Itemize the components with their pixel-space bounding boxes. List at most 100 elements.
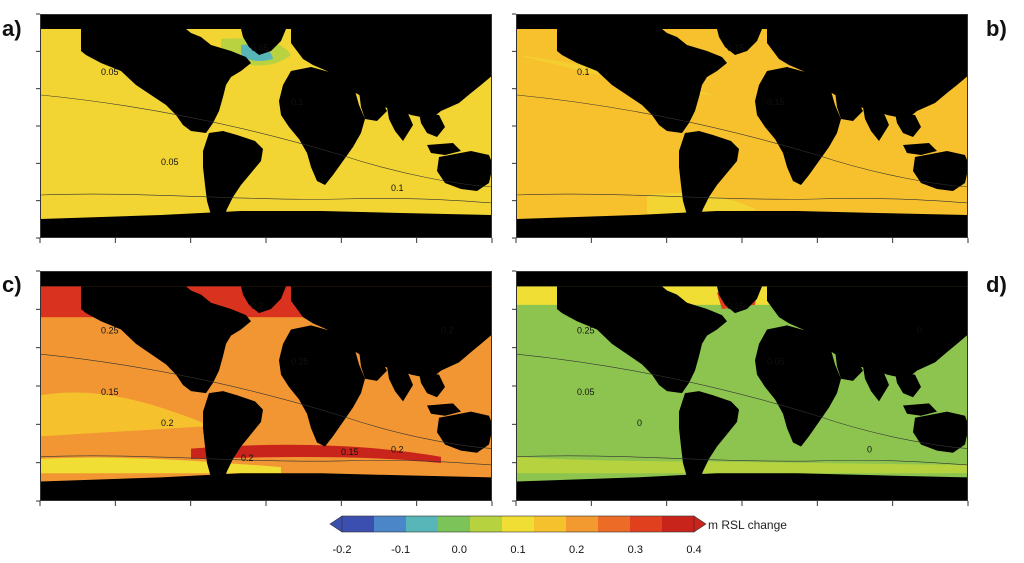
- colorbar-swatch: [438, 516, 471, 532]
- land-arctic: [517, 272, 967, 287]
- contour-label: 0.15: [767, 97, 785, 107]
- contour-label: 0.25: [291, 356, 308, 366]
- field-contour-region: [41, 392, 211, 437]
- land-arabia: [835, 91, 863, 121]
- contour-label: 0: [637, 418, 642, 428]
- land-antarctica: [517, 211, 967, 237]
- land-africa: [755, 325, 841, 447]
- contour-line: [517, 455, 967, 466]
- land-northAmerica: [81, 29, 251, 133]
- land-eurasia: [291, 29, 491, 119]
- contour-label: 0.2: [251, 301, 264, 311]
- colorbar-tick-label: -0.1: [391, 544, 411, 556]
- contour-label: 0.15: [341, 447, 358, 457]
- land-india: [863, 107, 889, 141]
- land-seAsia: [419, 372, 445, 398]
- land-antarctica: [41, 211, 491, 237]
- land-australia: [913, 411, 967, 453]
- colorbar-tick-label: 0.3: [627, 544, 643, 556]
- land-greenland: [241, 286, 286, 314]
- colorbar-swatch: [342, 516, 375, 532]
- contour-line: [517, 353, 967, 449]
- contour-label: 0.1: [391, 183, 404, 193]
- contour-label: 0.2: [161, 418, 174, 428]
- land-india: [387, 366, 413, 402]
- colorbar-tick-label: 0.1: [510, 544, 526, 556]
- land-africa: [755, 67, 841, 185]
- land-arabia: [835, 350, 863, 381]
- land-arabia: [359, 350, 387, 381]
- land-greenland: [241, 29, 286, 55]
- colorbar-swatch: [566, 516, 599, 532]
- contour-label: 0.2: [441, 326, 454, 336]
- map-panel-c: 0.25 0.2 0.25 0.2 0.2 0.2 0.15 0.15 0.2: [40, 271, 492, 501]
- land-indonesia: [903, 403, 937, 416]
- colorbar-swatch: [502, 516, 535, 532]
- land-greenland: [717, 29, 762, 55]
- land-india: [863, 366, 889, 402]
- land-eurasia: [767, 29, 967, 119]
- land-southAmerica: [203, 131, 263, 225]
- contour-label: 0.05: [577, 387, 594, 397]
- colorbar-arrow-right: [693, 515, 707, 533]
- contour-line: [41, 353, 491, 449]
- land-southAmerica: [203, 391, 263, 488]
- land-seAsia: [895, 113, 921, 137]
- land-antarctica: [41, 473, 491, 500]
- field-contour-region: [517, 456, 967, 474]
- colorbar-swatch: [598, 516, 631, 532]
- colorbar-swatch: [662, 516, 695, 532]
- contour-label: 0.25: [577, 326, 594, 336]
- contour-label: 0.15: [727, 43, 745, 53]
- colorbar-swatch: [534, 516, 567, 532]
- land-southAmerica: [679, 391, 739, 488]
- field-contour-region: [191, 444, 441, 463]
- contour-label: 0.05: [251, 43, 269, 53]
- contour-label: 0: [867, 445, 872, 455]
- land-northAmerica: [81, 286, 251, 394]
- contour-label: 0.05: [767, 356, 784, 366]
- contour-label: 0.1: [291, 97, 304, 107]
- land-northAmerica: [557, 29, 727, 133]
- land-australia: [437, 411, 491, 453]
- land-seAsia: [419, 113, 445, 137]
- land-seAsia: [895, 372, 921, 398]
- land-australia: [913, 151, 967, 191]
- map-panel-a: 0.05 0.05 0.1 0.05 0.1: [40, 14, 492, 238]
- contour-label: 0.1: [577, 67, 590, 77]
- colorbar-unit-label: m RSL change: [708, 518, 787, 532]
- contour-label: 0.15: [101, 387, 118, 397]
- panel-label-d: d): [986, 272, 1007, 297]
- land-africa: [279, 67, 365, 185]
- map-panel-b: 0.1 0.15 0.15: [516, 14, 968, 238]
- colorbar-swatch: [406, 516, 439, 532]
- land-arabia: [359, 91, 387, 121]
- contour-label: 0: [917, 326, 922, 336]
- land-indonesia: [427, 403, 461, 416]
- land-antarctica: [517, 473, 967, 500]
- land-arctic: [41, 15, 491, 29]
- contour-line: [517, 94, 967, 188]
- contour-line: [517, 193, 967, 204]
- contour-line: [41, 193, 491, 204]
- colorbar-arrow-left: [329, 515, 343, 533]
- panel-label-a: a): [2, 16, 22, 41]
- land-indonesia: [427, 143, 461, 155]
- colorbar-swatch: [374, 516, 407, 532]
- land-australia: [437, 151, 491, 191]
- contour-label: 0.2: [241, 453, 254, 463]
- colorbar: [329, 515, 707, 533]
- colorbar-swatch: [630, 516, 663, 532]
- land-arctic: [517, 15, 967, 29]
- colorbar-tick-label: 0.2: [569, 544, 585, 556]
- colorbar-tick-label: -0.2: [332, 544, 352, 556]
- panel-label-b: b): [986, 16, 1007, 41]
- panel-label-c: c): [2, 272, 22, 297]
- contour-label: 0.05: [161, 157, 179, 167]
- colorbar-tick-label: 0.4: [686, 544, 702, 556]
- land-africa: [279, 325, 365, 447]
- colorbar-swatch: [470, 516, 503, 532]
- land-eurasia: [291, 286, 491, 379]
- colorbar-tick-label: 0.0: [451, 544, 467, 556]
- land-eurasia: [767, 286, 967, 379]
